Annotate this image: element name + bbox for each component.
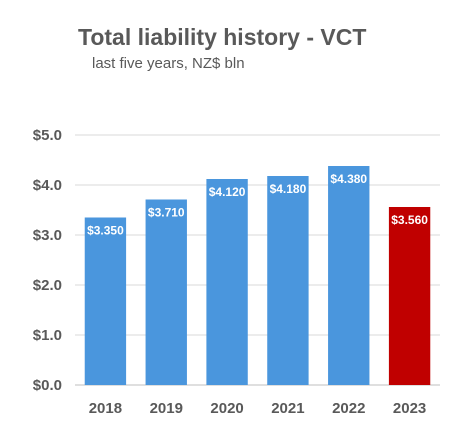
y-tick-label: $4.0 [33,177,62,194]
x-tick-label: 2023 [393,400,426,417]
chart-title: Total liability history - VCT [78,24,367,50]
y-tick-label: $1.0 [33,327,62,344]
data-label: $3.350 [87,224,124,238]
bar-2019 [145,199,187,385]
bar-2020 [206,179,248,385]
chart-subtitle: last five years, NZ$ bln [92,55,245,72]
x-tick-label: 2018 [89,400,122,417]
x-tick-label: 2019 [150,400,183,417]
x-tick-label: 2021 [271,400,304,417]
x-tick-label: 2022 [332,400,365,417]
data-label: $3.710 [148,206,185,220]
bar-2018 [84,217,127,385]
data-label: $4.120 [209,185,246,199]
x-tick-label: 2020 [210,400,243,417]
y-tick-label: $3.0 [33,227,62,244]
bar-2023 [388,207,431,385]
data-label: $4.180 [270,182,307,196]
data-label: $3.560 [391,213,428,227]
y-tick-label: $0.0 [33,377,62,394]
bar-2022 [328,166,370,385]
data-label: $4.380 [330,172,367,186]
y-tick-label: $2.0 [33,277,62,294]
bar-2021 [267,176,309,385]
y-tick-label: $5.0 [33,127,62,144]
